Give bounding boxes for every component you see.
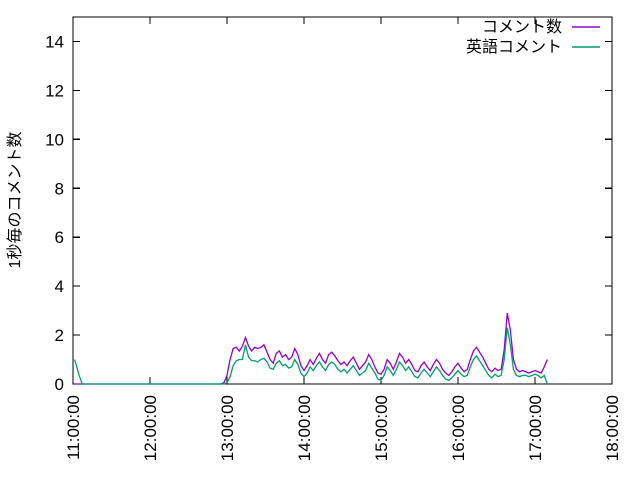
legend-label-2: 英語コメント — [466, 38, 562, 56]
x-tick-label: 11:00:00 — [64, 395, 83, 460]
x-tick-label: 15:00:00 — [372, 395, 391, 461]
x-tick-label: 12:00:00 — [141, 395, 160, 461]
data-series — [73, 312, 548, 385]
series-line-1 — [74, 312, 548, 385]
y-tick-label: 10 — [45, 130, 64, 149]
series-line-2 — [73, 327, 548, 385]
y-axis-ticks: 0 2 4 6 8 10 12 14 — [45, 32, 612, 394]
y-tick-label: 12 — [45, 81, 64, 100]
y-tick-label: 8 — [55, 179, 64, 198]
legend-label-1: コメント数 — [482, 18, 562, 36]
x-tick-label: 16:00:00 — [449, 395, 468, 461]
y-tick-label: 6 — [55, 228, 64, 247]
x-tick-label: 14:00:00 — [295, 395, 314, 461]
y-tick-label: 0 — [55, 375, 64, 394]
y-axis-title: 1秒毎のコメント数 — [6, 132, 24, 269]
y-tick-label: 14 — [45, 32, 64, 51]
x-axis-ticks: 11:00:00 12:00:00 13:00:00 14:00:00 15:00:00… — [64, 17, 622, 461]
y-tick-label: 4 — [55, 277, 64, 296]
x-tick-label: 13:00:00 — [218, 395, 237, 461]
x-tick-label: 18:00:00 — [603, 395, 622, 461]
x-tick-label: 17:00:00 — [526, 395, 545, 461]
y-tick-label: 2 — [55, 326, 64, 345]
